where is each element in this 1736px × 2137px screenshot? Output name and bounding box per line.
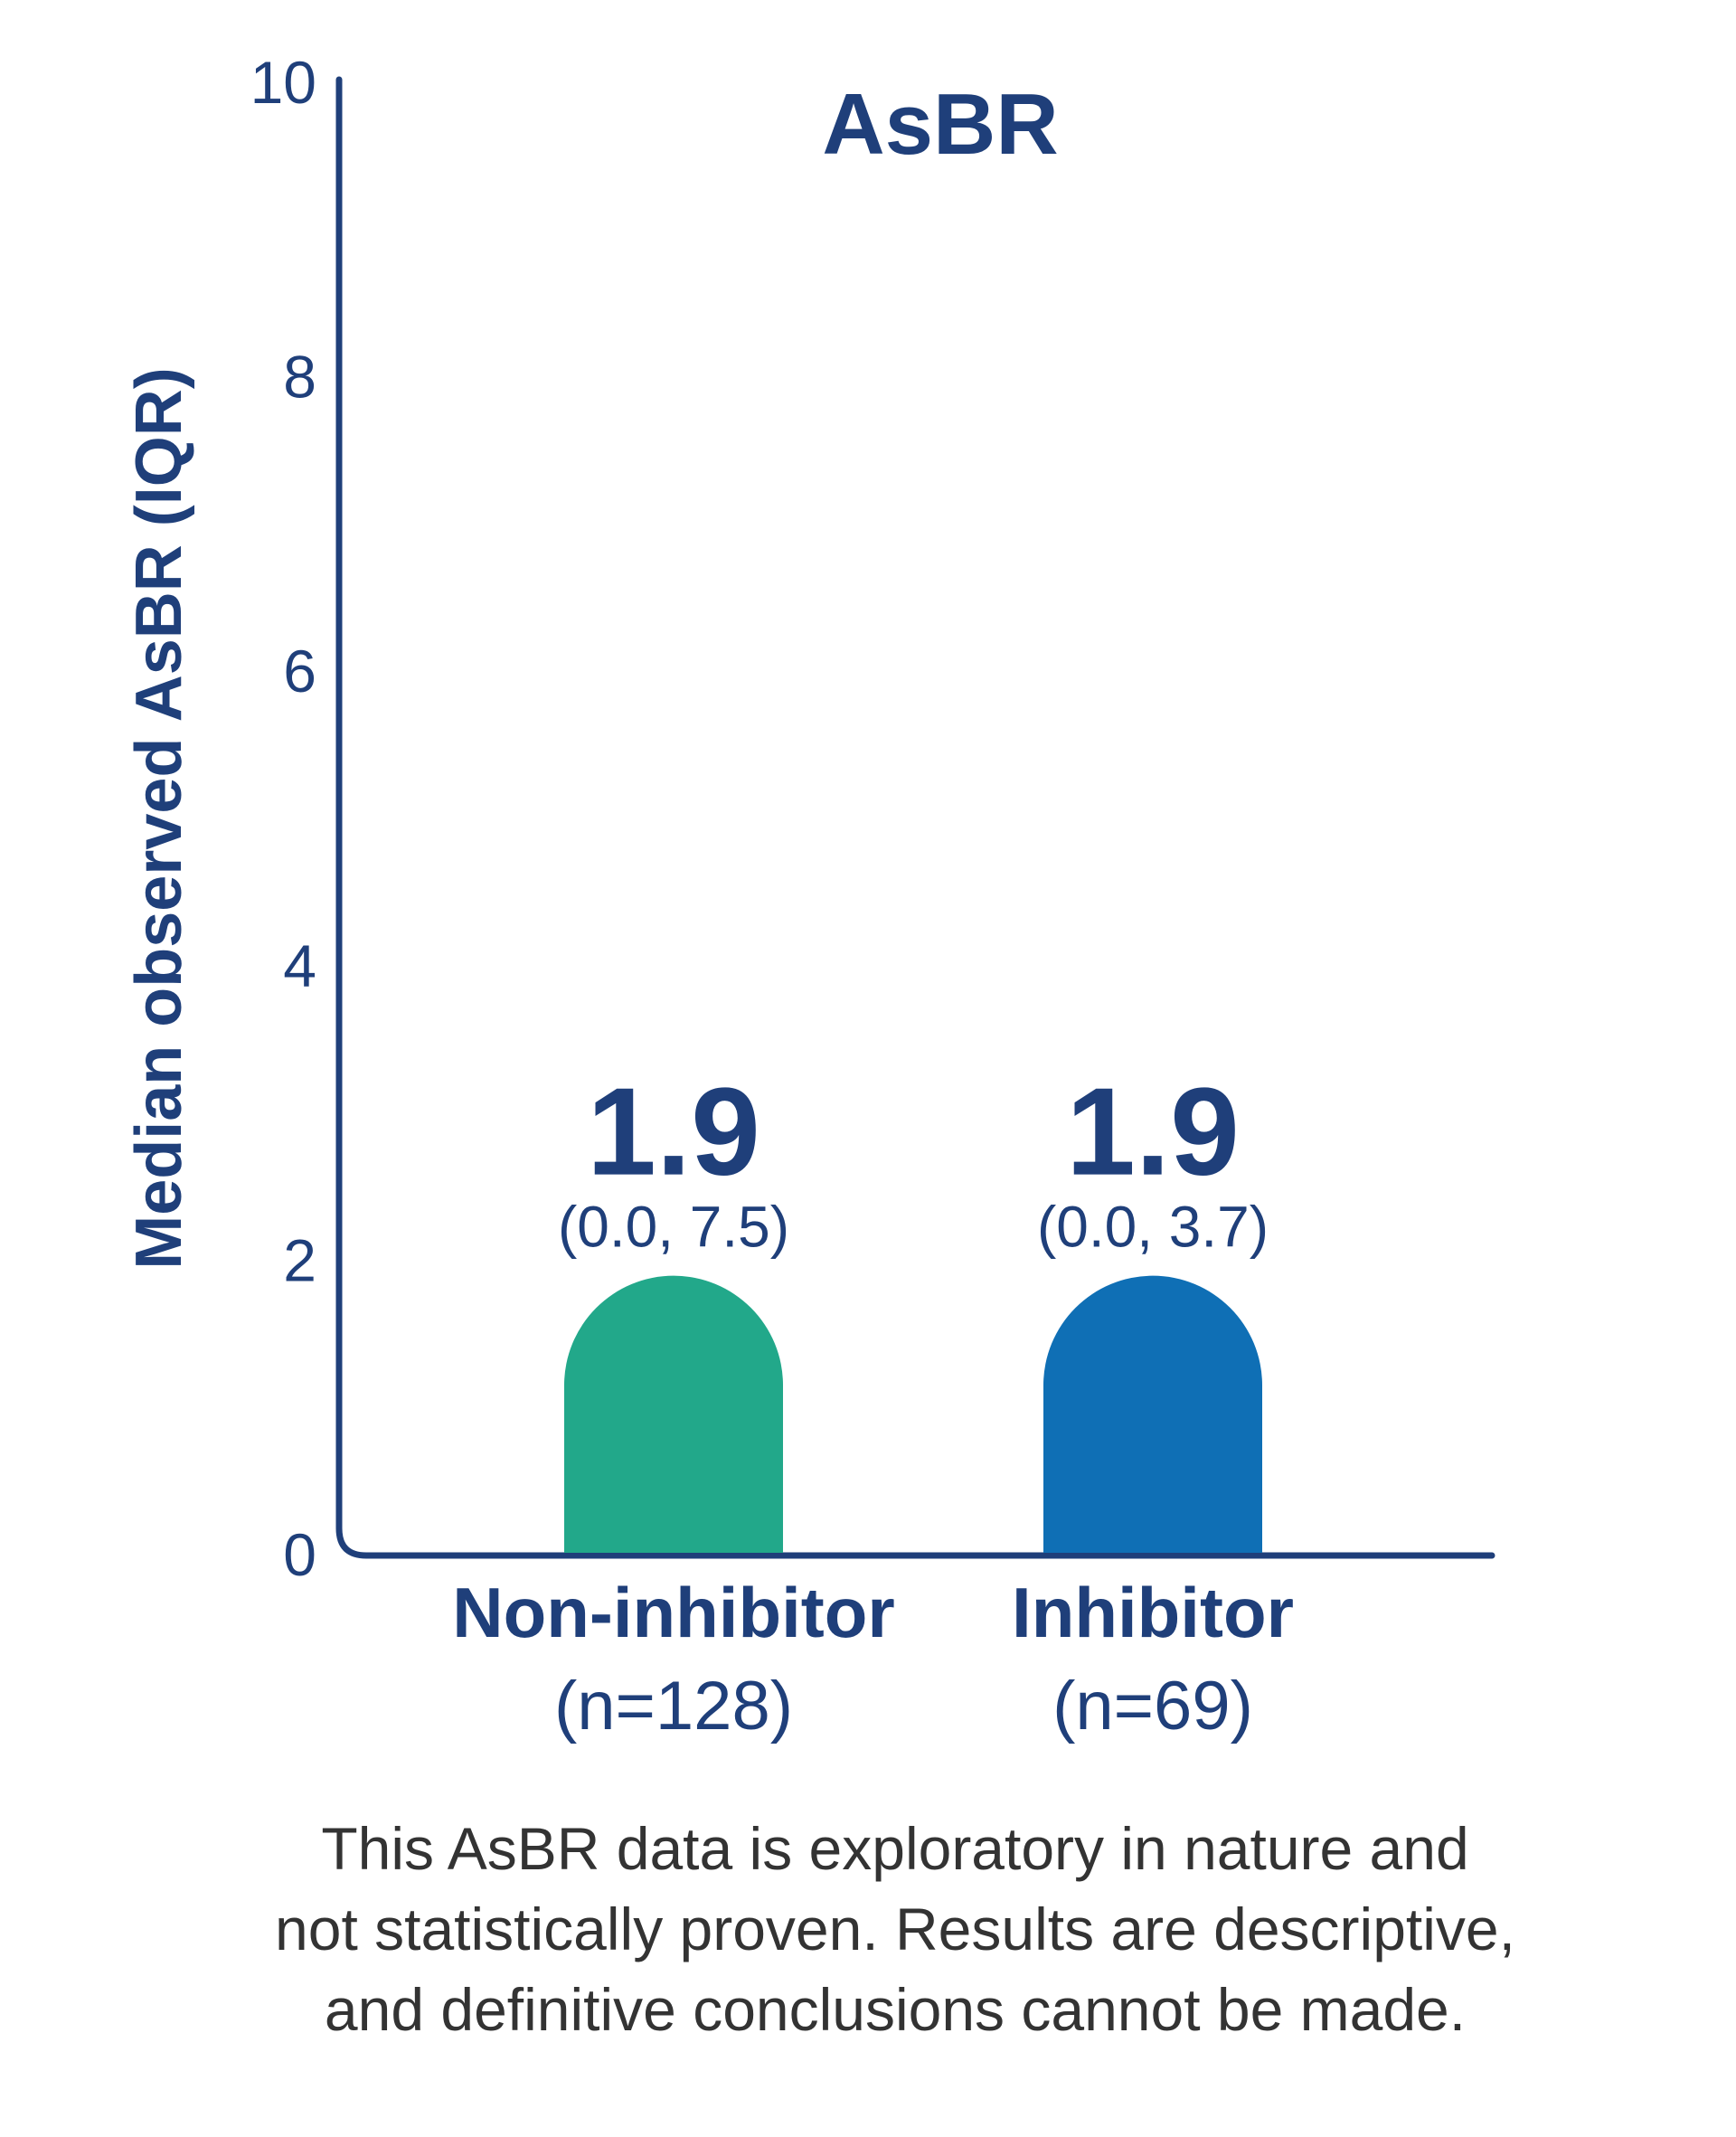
bar-value-label: 1.9	[1066, 1063, 1240, 1202]
bar-non-inhibitor	[564, 1275, 783, 1553]
x-category-label: Non-inhibitor	[452, 1573, 895, 1652]
bar-iqr-label: (0.0, 3.7)	[1037, 1195, 1269, 1260]
y-tick-label: 0	[283, 1521, 316, 1588]
bar-value-label: 1.9	[587, 1063, 760, 1202]
x-category-n-label: (n=128)	[554, 1668, 793, 1745]
disclaimer-footnote: This AsBR data is exploratory in nature …	[145, 1809, 1646, 2050]
x-category-label: Inhibitor	[1012, 1573, 1294, 1652]
y-tick-label: 8	[283, 344, 316, 411]
bar-iqr-label: (0.0, 7.5)	[558, 1195, 789, 1260]
bar-labels-group: 1.9(0.0, 7.5)Non-inhibitor(n=128)1.9(0.0…	[452, 1063, 1294, 1745]
y-tick-label: 4	[283, 932, 316, 999]
x-category-n-label: (n=69)	[1052, 1668, 1253, 1745]
y-tick-label: 10	[250, 49, 316, 116]
footnote-line: and definitive conclusions cannot be mad…	[324, 1976, 1467, 2043]
chart-axis-line	[335, 76, 1495, 1559]
bar-inhibitor	[1043, 1275, 1262, 1553]
chart-title: AsBR	[822, 76, 1058, 173]
y-tick-label: 2	[283, 1226, 316, 1293]
y-axis-label: Median observed AsBR (IQR)	[123, 367, 195, 1270]
footnote-line: not statistically proven. Results are de…	[275, 1896, 1515, 1962]
footnote-line: This AsBR data is exploratory in nature …	[321, 1815, 1469, 1882]
bars-group	[564, 1275, 1262, 1553]
y-tick-label: 6	[283, 638, 316, 704]
y-axis-ticks: 0 2 4 6 8 10	[250, 49, 316, 1588]
